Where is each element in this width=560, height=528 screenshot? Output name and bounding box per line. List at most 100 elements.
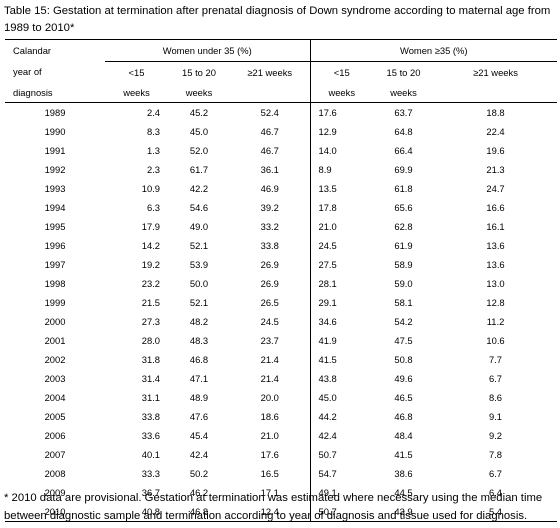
header-year-1: Calandar: [5, 39, 105, 62]
cell-under-lt15: 19.2: [141, 259, 160, 270]
cell-year: 1989: [44, 107, 66, 118]
cell-over-15to20: 64.8: [394, 126, 413, 137]
header-under-blank: [230, 82, 311, 103]
cell-under-ge21: 46.7: [230, 141, 311, 160]
cell-under-15to20: 47.1: [189, 373, 209, 384]
table-row: 2005 33.8 47.6 18.6 44.2 46.8 9.1: [5, 407, 557, 426]
cell-year: 1994: [44, 202, 66, 213]
cell-over-ge21: 6.4: [488, 487, 503, 498]
cell-over-ge21: 6.7: [488, 468, 503, 479]
cell-over-lt15: 50.7: [310, 502, 373, 522]
cell-under-15to20: 46.8: [168, 502, 230, 522]
table-row: 1990 8.3 45.0 46.7 12.9 64.8 22.4: [5, 122, 557, 141]
cell-over-15to20: 58.1: [394, 297, 413, 308]
table-row: 1995 17.9 49.0 33.2 21.0 62.8 16.1: [5, 217, 557, 236]
cell-under-lt15: 6.3: [146, 202, 160, 213]
cell-under-lt15: 33.3: [141, 468, 160, 479]
cell-under-15to20: 47.6: [189, 411, 209, 422]
cell-over-ge21: 13.6: [486, 240, 505, 251]
cell-under-ge21: 23.7: [230, 331, 311, 350]
cell-over-lt15: 41.5: [318, 354, 337, 365]
cell-year: 2003: [44, 373, 66, 384]
cell-year: 2006: [44, 430, 66, 441]
cell-under-ge21: 21.4: [230, 369, 311, 388]
cell-under-15to20: 48.9: [189, 392, 209, 403]
cell-under-ge21: 12.4: [230, 502, 311, 522]
cell-over-lt15: 14.0: [318, 145, 337, 156]
cell-over-lt15: 13.5: [318, 183, 337, 194]
cell-under-ge21: 17.6: [230, 445, 311, 464]
caption-line-2: 1989 to 2010*: [4, 22, 75, 34]
cell-over-ge21: 21.3: [486, 164, 505, 175]
header-over-15to20-weeks: weeks: [373, 82, 434, 103]
cell-over-ge21: 12.8: [486, 297, 505, 308]
table-caption: Table 15: Gestation at termination after…: [4, 3, 554, 37]
table-row: 2009 36.7 46.2 17.1 49.1 44.5 6.4: [5, 483, 557, 502]
cell-under-15to20: 53.9: [189, 259, 209, 270]
cell-over-15to20: 66.4: [394, 145, 413, 156]
cell-under-lt15: 28.0: [141, 335, 160, 346]
cell-over-lt15: 27.5: [318, 259, 337, 270]
cell-under-15to20: 42.4: [189, 449, 209, 460]
cell-under-lt15: 10.9: [141, 183, 160, 194]
header-row-3: diagnosis weeks weeks weeks weeks: [5, 82, 558, 103]
table-body: 1989 2.4 45.2 52.4 17.6 63.7 18.8 1990 8.3 45.0 46…: [5, 102, 558, 522]
cell-under-lt15: 21.5: [141, 297, 160, 308]
cell-over-lt15: 41.9: [318, 335, 337, 346]
cell-under-lt15: 40.8: [105, 502, 168, 522]
cell-over-ge21: 13.6: [486, 259, 505, 270]
header-over-15to20: 15 to 20: [386, 66, 421, 78]
table-row: 1989 2.4 45.2 52.4 17.6 63.7 18.8: [5, 102, 557, 122]
header-under-15to20: 15 to 20: [182, 66, 216, 78]
cell-under-ge21: 26.9: [230, 274, 311, 293]
cell-year: 1999: [44, 297, 66, 308]
cell-over-15to20: 61.8: [394, 183, 413, 194]
cell-under-15to20: 48.3: [189, 335, 209, 346]
cell-year: 1998: [44, 278, 66, 289]
caption-line-1: Table 15: Gestation at termination after…: [4, 5, 551, 17]
cell-over-ge21: 8.6: [488, 392, 503, 403]
cell-over-15to20: 43.9: [373, 502, 434, 522]
cell-under-lt15: 36.7: [141, 487, 160, 498]
cell-under-lt15: 33.6: [141, 430, 160, 441]
table-row: 2010 40.8 46.8 12.4 50.7 43.9 5.4: [5, 502, 558, 522]
cell-over-ge21: 13.0: [486, 278, 505, 289]
cell-under-lt15: 8.3: [146, 126, 160, 137]
cell-over-lt15: 24.5: [318, 240, 337, 251]
cell-under-15to20: 52.1: [189, 240, 209, 251]
cell-over-lt15: 54.7: [318, 468, 337, 479]
footnote-line-2: between diagnostic sample and terminatio…: [4, 510, 528, 522]
table-row: 1999 21.5 52.1 26.5 29.1 58.1 12.8: [5, 293, 557, 312]
cell-over-15to20: 38.6: [394, 468, 413, 479]
cell-over-lt15: 12.9: [318, 126, 337, 137]
cell-over-ge21: 6.7: [488, 373, 503, 384]
header-under-lt15-weeks: weeks: [105, 82, 168, 103]
cell-year: 1993: [44, 183, 66, 194]
cell-year: 2004: [44, 392, 66, 403]
cell-over-lt15: 50.7: [318, 449, 337, 460]
cell-under-lt15: 27.3: [141, 316, 160, 327]
cell-over-lt15: 28.1: [318, 278, 337, 289]
cell-over-ge21: 18.8: [486, 107, 505, 118]
cell-under-15to20: 52.0: [189, 145, 209, 156]
header-row-1: Calandar Women under 35 (%) Women ≥35 (%…: [5, 39, 558, 62]
cell-under-lt15: 2.3: [146, 164, 160, 175]
cell-over-ge21: 22.4: [486, 126, 505, 137]
cell-year: 2009: [44, 487, 66, 498]
cell-over-15to20: 49.6: [394, 373, 413, 384]
table-row: 1996 14.2 52.1 33.8 24.5 61.9 13.6: [5, 236, 557, 255]
table-row: 1998 23.2 50.0 26.9 28.1 59.0 13.0: [5, 274, 557, 293]
cell-over-lt15: 17.6: [318, 107, 337, 118]
cell-over-lt15: 49.1: [318, 487, 337, 498]
header-over-lt15-weeks: weeks: [310, 82, 373, 103]
cell-year: 1992: [44, 164, 66, 175]
cell-under-ge21: 21.0: [230, 426, 311, 445]
cell-under-ge21: 26.9: [230, 255, 311, 274]
table-row: 2001 28.0 48.3 23.7 41.9 47.5 10.6: [5, 331, 557, 350]
cell-under-lt15: 2.4: [146, 107, 160, 118]
cell-year: 1996: [44, 240, 66, 251]
cell-over-15to20: 46.5: [394, 392, 413, 403]
table-row: 2007 40.1 42.4 17.6 50.7 41.5 7.8: [5, 445, 557, 464]
cell-over-15to20: 58.9: [394, 259, 413, 270]
